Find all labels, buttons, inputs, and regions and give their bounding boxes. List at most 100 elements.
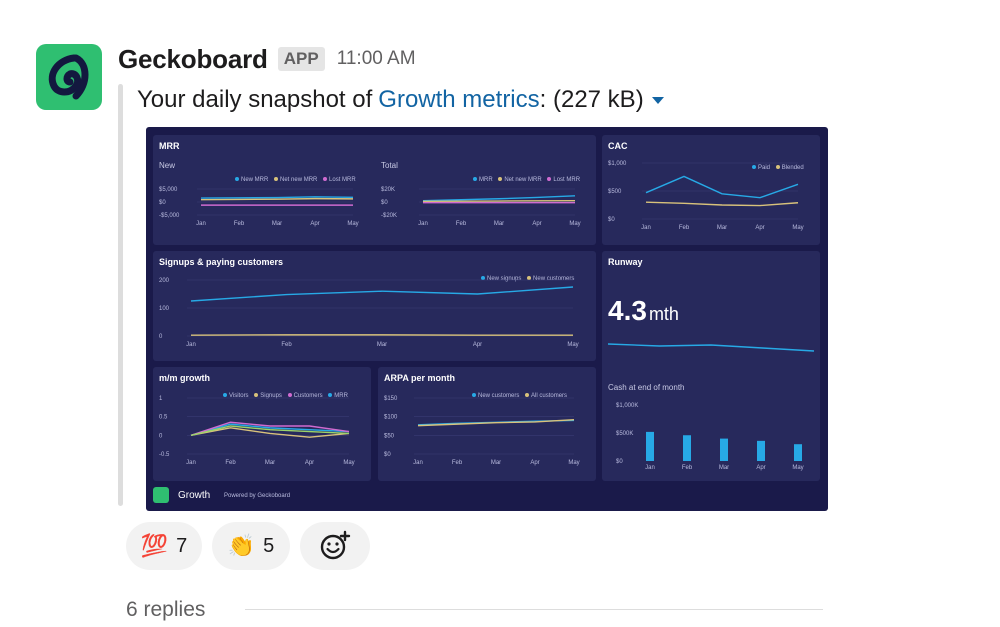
attachment-link[interactable]: Growth metrics (378, 86, 540, 113)
cash-title: Cash at end of month (608, 383, 685, 392)
x-tick-label: Apr (305, 460, 314, 466)
attachment-title: Your daily snapshot of Growth metrics : … (137, 86, 664, 114)
series-line-visitors (190, 423, 350, 437)
mm-legend: Visitors Signups Customers MRR (219, 393, 348, 399)
legend-total-lost-mrr: Lost MRR (553, 177, 581, 183)
x-tick-label: Jan (413, 460, 423, 466)
x-tick-label: Feb (679, 225, 690, 231)
x-tick-label: Mar (272, 221, 282, 227)
collapse-caret-icon[interactable] (651, 96, 664, 104)
legend-mrr: MRR (479, 177, 493, 183)
geckoboard-avatar[interactable] (36, 44, 102, 110)
runway-chart: $1,000K $500K $0 Jan Feb Mar Apr May (607, 343, 815, 471)
add-reaction-button[interactable] (300, 522, 370, 570)
cac-chart: $1,000 $500 $0 Jan Feb Mar Apr May (608, 161, 804, 231)
x-tick-label: May (343, 460, 354, 466)
signups-title: Signups & paying customers (159, 257, 284, 267)
series-line-net-new-mrr (422, 200, 576, 203)
reaction-count: 5 (263, 534, 275, 557)
reaction-count: 7 (176, 534, 188, 557)
cash-bar-apr (757, 440, 765, 461)
x-tick-label: May (792, 465, 803, 471)
runway-value: 4.3 mth (608, 295, 679, 327)
x-tick-label: Feb (281, 342, 292, 348)
y-tick-label: 0 (159, 433, 163, 439)
series-line-new-signups (190, 286, 574, 302)
y-tick-label: $1,000K (616, 403, 638, 409)
x-tick-label: Apr (473, 342, 482, 348)
x-tick-label: Mar (719, 465, 729, 471)
legend-customers: Customers (293, 393, 323, 399)
message-header: Geckoboard APP 11:00 AM (118, 44, 416, 74)
series-line-customers (190, 421, 350, 436)
y-tick-label: $100 (384, 415, 398, 421)
x-tick-label: Feb (682, 465, 693, 471)
series-line-new-mrr (200, 196, 354, 199)
arpa-legend: New customers All customers (468, 393, 567, 399)
series-line-all-customers (417, 418, 575, 427)
y-tick-label: $0 (616, 459, 623, 465)
y-tick-label: -$5,000 (159, 213, 180, 219)
legend-visitors: Visitors (229, 393, 249, 399)
x-tick-label: Jan (196, 221, 206, 227)
runway-title: Runway (608, 257, 643, 267)
series-line-signups (190, 427, 350, 438)
y-tick-label: -0.5 (159, 452, 170, 458)
arpa-chart: $150 $100 $50 $0 Jan Feb Mar Apr May (384, 396, 580, 466)
reaction-clap[interactable]: 👏 5 (212, 522, 290, 570)
cash-bar-jan (646, 431, 654, 461)
cash-bar-feb (683, 435, 691, 461)
legend-paid: Paid (758, 165, 771, 171)
x-tick-label: Jan (641, 225, 651, 231)
x-tick-label: May (347, 221, 358, 227)
x-tick-label: Mar (377, 342, 387, 348)
runway-trend-line (607, 343, 815, 352)
attachment-prefix: Your daily snapshot of (137, 86, 373, 113)
x-tick-label: Feb (225, 460, 236, 466)
dashboard-name: Growth (178, 490, 211, 501)
y-tick-label: 100 (159, 306, 170, 312)
geckoboard-footer-logo-icon (153, 487, 169, 503)
y-tick-label: 0.5 (159, 415, 168, 421)
thread-divider (245, 609, 823, 610)
cash-bar-mar (720, 438, 728, 461)
arpa-title: ARPA per month (384, 373, 455, 383)
hundred-points-icon: 💯 (140, 533, 169, 558)
legend-arpa-new: New customers (478, 393, 520, 399)
y-tick-label: $150 (384, 396, 398, 402)
clapping-hands-icon: 👏 (227, 533, 256, 558)
attachment-bar (118, 84, 123, 506)
x-tick-label: Apr (310, 221, 319, 227)
signups-chart: 200 100 0 Jan Feb Mar Apr May (159, 278, 579, 348)
cac-legend: Paid Blended (748, 165, 804, 171)
x-tick-label: May (568, 460, 579, 466)
runway-unit: mth (648, 304, 679, 324)
reaction-100[interactable]: 💯 7 (126, 522, 202, 570)
x-tick-label: Apr (755, 225, 764, 231)
legend-signups: Signups (260, 393, 282, 399)
legend-net-new-mrr: Net new MRR (280, 177, 318, 183)
legend-new-customers: New customers (533, 276, 575, 282)
y-tick-label: $0 (381, 200, 388, 206)
x-tick-label: Mar (494, 221, 504, 227)
sender-name[interactable]: Geckoboard (118, 43, 268, 74)
dashboard-image[interactable]: MRR New Total New MRR Net new MRR Lost M… (146, 127, 828, 511)
thread-replies[interactable]: 6 replies (126, 598, 206, 621)
x-tick-label: Apr (530, 460, 539, 466)
y-tick-label: $0 (608, 217, 615, 223)
x-tick-label: Apr (532, 221, 541, 227)
y-tick-label: $5,000 (159, 187, 178, 193)
x-tick-label: Mar (265, 460, 275, 466)
x-tick-label: Mar (491, 460, 501, 466)
x-tick-label: Jan (186, 460, 196, 466)
mrr-title: MRR (159, 141, 180, 151)
series-line-mrr (190, 425, 350, 437)
mm-growth-panel: m/m growth Visitors Signups Customers MR… (153, 367, 371, 481)
mrr-new-chart: $5,000 $0 -$5,000 Jan Feb Mar Apr May $20K $0 -$20… (159, 187, 581, 227)
app-badge: APP (277, 47, 325, 71)
series-line-blended (645, 201, 799, 207)
runway-number: 4.3 (608, 295, 647, 326)
y-tick-label: $50 (384, 433, 395, 439)
message-time[interactable]: 11:00 AM (336, 48, 416, 69)
legend-lost-mrr: Lost MRR (329, 177, 356, 183)
